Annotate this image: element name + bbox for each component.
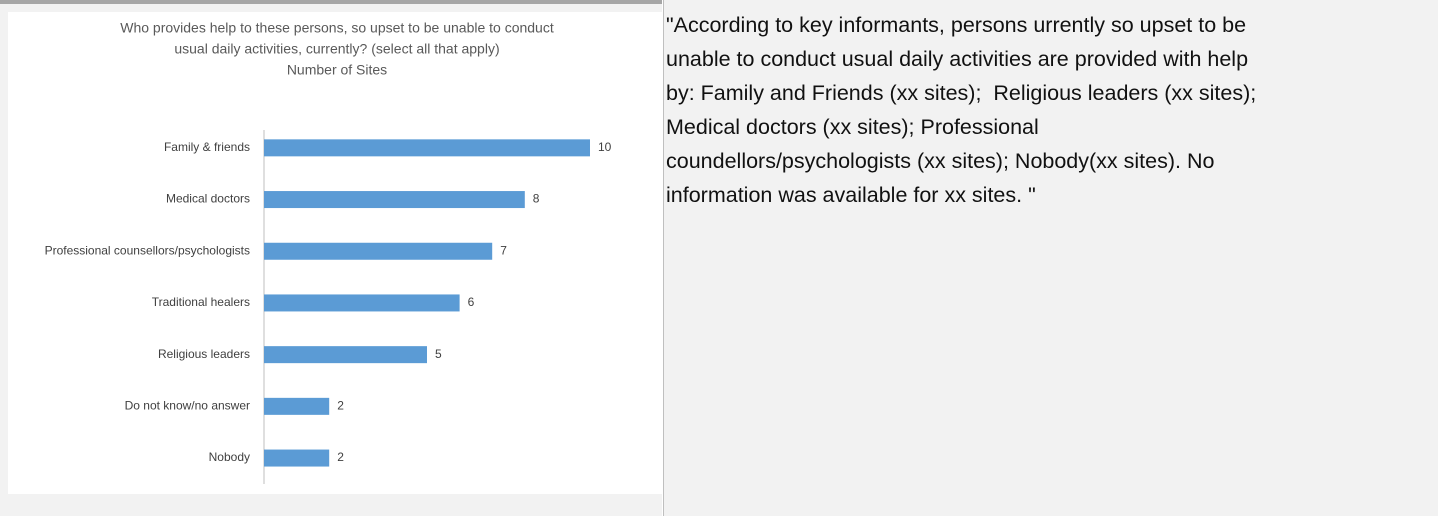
category-label: Religious leaders xyxy=(158,347,250,361)
value-label: 2 xyxy=(337,399,344,413)
text-line: by: Family and Friends (xx sites); Relig… xyxy=(666,81,1257,105)
bar xyxy=(264,139,590,157)
bar xyxy=(264,346,427,364)
text-line: unable to conduct usual daily activities… xyxy=(666,47,1249,71)
chart-cell: Who provides help to these persons, so u… xyxy=(0,0,662,516)
value-label: 6 xyxy=(468,295,475,309)
bar xyxy=(264,242,493,260)
bar xyxy=(264,397,330,415)
text-line: Medical doctors (xx sites); Professional xyxy=(666,115,1039,139)
value-label: 8 xyxy=(533,192,540,206)
text-line: "According to key informants, persons ur… xyxy=(666,13,1247,37)
category-label: Professional counsellors/psychologists xyxy=(45,243,250,257)
text-line: information was available for xx sites. … xyxy=(666,183,1036,207)
chart-title: usual daily activities, currently? (sele… xyxy=(174,41,499,57)
value-label: 2 xyxy=(337,450,344,464)
category-label: Medical doctors xyxy=(166,192,250,206)
value-label: 5 xyxy=(435,347,442,361)
category-label: Family & friends xyxy=(164,140,250,154)
bar xyxy=(264,294,460,312)
text-cell: "According to key informants, persons ur… xyxy=(663,0,1438,516)
text-line: coundellors/psychologists (xx sites); No… xyxy=(666,149,1215,173)
category-label: Nobody xyxy=(209,450,250,464)
chart: Who provides help to these persons, so u… xyxy=(8,12,662,494)
value-label: 10 xyxy=(598,140,612,154)
category-label: Do not know/no answer xyxy=(125,399,250,413)
chart-subtitle: Number of Sites xyxy=(287,62,387,78)
value-label: 7 xyxy=(500,243,507,257)
category-label: Traditional healers xyxy=(152,295,250,309)
bar xyxy=(264,449,330,467)
chart-title: Who provides help to these persons, so u… xyxy=(120,20,554,36)
bar xyxy=(264,191,525,209)
